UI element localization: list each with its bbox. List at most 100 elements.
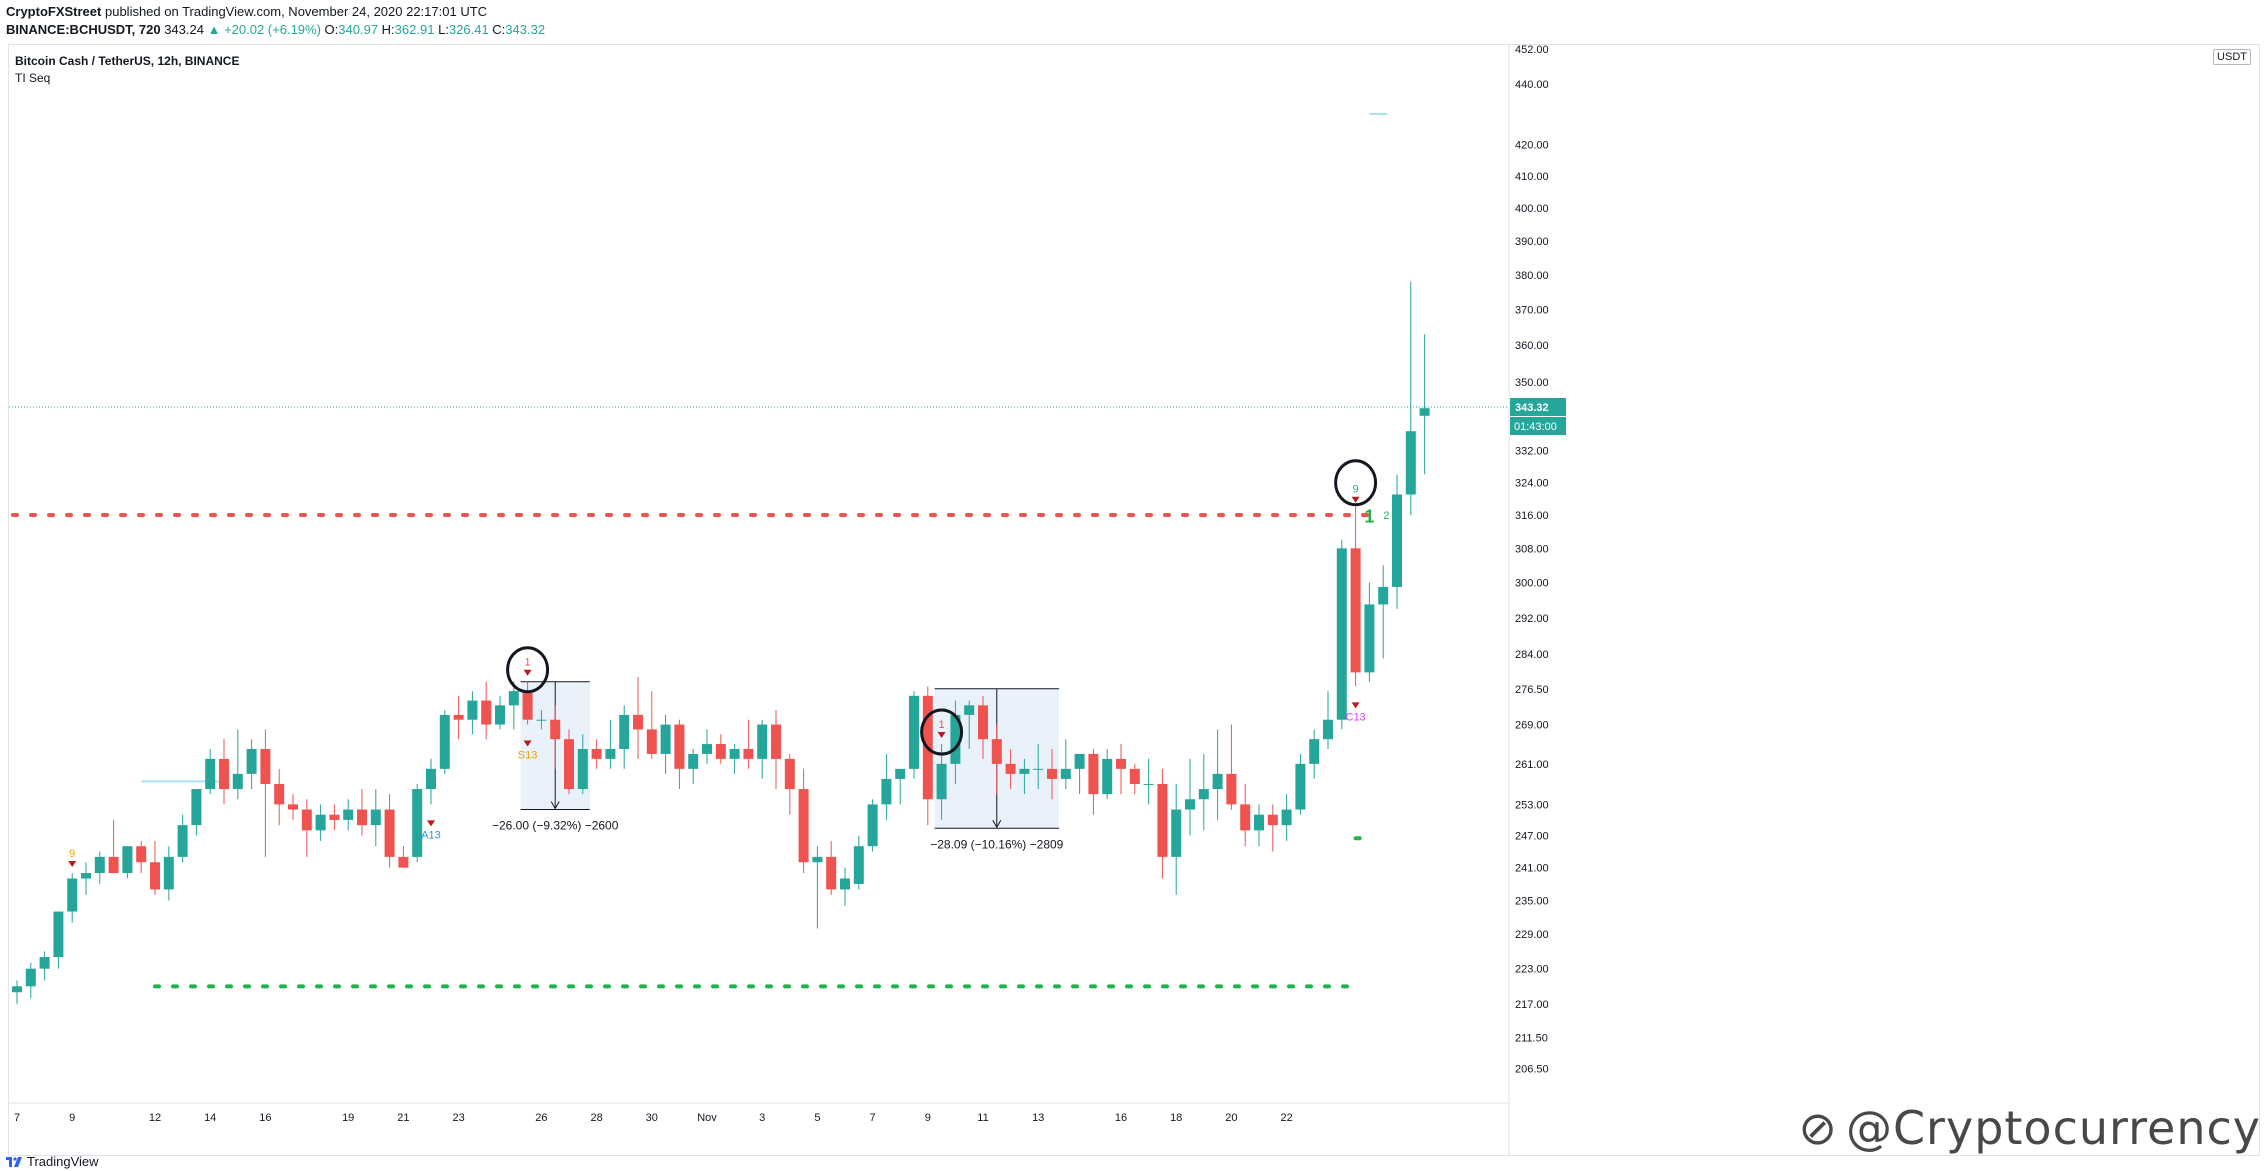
candle-body: [1088, 753, 1099, 795]
chart-pane[interactable]: 452.00 440.00 420.00 410.00 400.00 390.00 380.…: [8, 44, 2260, 1156]
candle-body: [1198, 789, 1209, 800]
candle-body: [660, 724, 671, 754]
candle-body: [991, 739, 1002, 764]
td-label: 9: [1353, 484, 1359, 496]
candle-body: [909, 695, 919, 769]
price-tick-label: 217.00: [1515, 999, 1549, 1011]
open-label: O:: [324, 22, 339, 37]
watermark: ⊘ @Cryptocurrency: [1798, 1101, 2261, 1155]
candle-body: [495, 705, 505, 725]
time-tick-label: 20: [1225, 1112, 1237, 1124]
time-tick-label: 9: [925, 1112, 931, 1124]
time-tick-label: 19: [342, 1112, 354, 1124]
candle-body: [481, 700, 492, 725]
candle-body: [1074, 753, 1085, 769]
candle-body: [357, 809, 367, 826]
td-label: 1: [525, 657, 531, 669]
candle-body: [1419, 408, 1430, 416]
candle-body: [1350, 548, 1361, 673]
candle-body: [784, 758, 795, 790]
price-tick-label: 300.00: [1515, 578, 1549, 590]
logo-icon: ⊘: [1798, 1101, 1838, 1155]
candle-body: [619, 714, 630, 749]
currency-badge[interactable]: USDT: [2213, 49, 2251, 65]
indicator-label[interactable]: TI Seq: [15, 71, 51, 85]
time-tick-label: 13: [1032, 1112, 1044, 1124]
price-tick-label: 308.00: [1515, 543, 1549, 555]
candle-body: [1364, 604, 1375, 673]
candle-body: [853, 846, 864, 884]
candle-body: [895, 768, 906, 779]
down-arrow-icon: [1351, 496, 1360, 503]
candle-body: [1157, 783, 1168, 857]
price-tick-label: 211.50: [1515, 1033, 1548, 1045]
td-label: 2: [1383, 510, 1389, 522]
low-label: L:: [438, 22, 449, 37]
candle-body: [522, 691, 533, 720]
price-tick-label: 360.00: [1515, 340, 1549, 352]
publish-header: CryptoFXStreet published on TradingView.…: [6, 3, 487, 20]
price-tick-label: 380.00: [1515, 270, 1549, 282]
price-chart[interactable]: 452.00 440.00 420.00 410.00 400.00 390.00 380.…: [9, 45, 2259, 1155]
time-tick-label: 18: [1170, 1112, 1182, 1124]
candle-body: [508, 691, 519, 706]
tradingview-footer[interactable]: TradingView: [6, 1155, 99, 1169]
signal-circle: [920, 708, 964, 756]
candle-body: [108, 856, 119, 874]
candle-body: [177, 825, 188, 857]
time-tick-label: 12: [149, 1112, 161, 1124]
price-tick-label: 241.00: [1515, 863, 1549, 875]
candle-body: [550, 719, 561, 740]
candle-body: [1405, 431, 1416, 495]
price-change: ▲ +20.02 (+6.19%): [207, 22, 321, 37]
candle-body: [1116, 758, 1126, 769]
measure-label: −26.00 (−9.32%) −2600: [492, 819, 619, 833]
candle-body: [274, 783, 285, 805]
down-arrow-icon: [523, 740, 532, 747]
candle-body: [1212, 773, 1223, 790]
td-label: 1: [939, 719, 945, 731]
candle-body: [978, 705, 988, 740]
symbol-label: BINANCE:BCHUSDT, 720: [6, 22, 161, 37]
price-tick-label: 390.00: [1515, 236, 1549, 248]
last-price: 343.24: [164, 22, 204, 37]
candle-body: [1129, 768, 1140, 784]
candle-body: [1240, 804, 1251, 831]
time-tick-label: 22: [1280, 1112, 1292, 1124]
countdown-tag-label: 01:43:00: [1514, 421, 1557, 433]
price-tick-label: 269.00: [1515, 720, 1549, 732]
measure-label: −28.09 (−10.16%) −2809: [930, 837, 1063, 851]
candle-body: [219, 758, 229, 790]
td-label: C13: [1346, 711, 1366, 723]
candle-body: [743, 748, 754, 759]
time-tick-label: 3: [759, 1112, 765, 1124]
candle-body: [798, 789, 809, 863]
time-tick-label: Nov: [697, 1112, 717, 1124]
td-label: S13: [518, 750, 538, 762]
candle-body: [232, 773, 243, 790]
candle-body: [591, 748, 602, 759]
candle-body: [771, 724, 781, 759]
publish-info: published on TradingView.com, November 2…: [104, 4, 488, 19]
time-tick-label: 16: [259, 1112, 271, 1124]
td-label: 1: [1364, 507, 1374, 527]
candle-body: [867, 804, 878, 847]
price-tick-label: 253.00: [1515, 799, 1549, 811]
watermark-text: @Cryptocurrency: [1845, 1101, 2261, 1155]
last-price-tag: [1510, 397, 1566, 416]
time-tick-label: 7: [870, 1112, 876, 1124]
candle-body: [343, 809, 354, 820]
candle-body: [605, 748, 616, 759]
low-value: 326.41: [448, 22, 489, 37]
candle-body: [674, 724, 685, 769]
price-tick-label: 400.00: [1515, 203, 1549, 215]
down-arrow-icon: [523, 669, 532, 676]
time-tick-label: 14: [204, 1112, 216, 1124]
author-name[interactable]: CryptoFXStreet: [6, 4, 102, 19]
candle-body: [936, 763, 947, 800]
candle-body: [467, 700, 478, 720]
legend-title[interactable]: Bitcoin Cash / TetherUS, 12h, BINANCE: [15, 54, 240, 68]
signal-circle: [1334, 459, 1378, 507]
candle-body: [136, 846, 147, 863]
candle-body: [1005, 763, 1016, 774]
